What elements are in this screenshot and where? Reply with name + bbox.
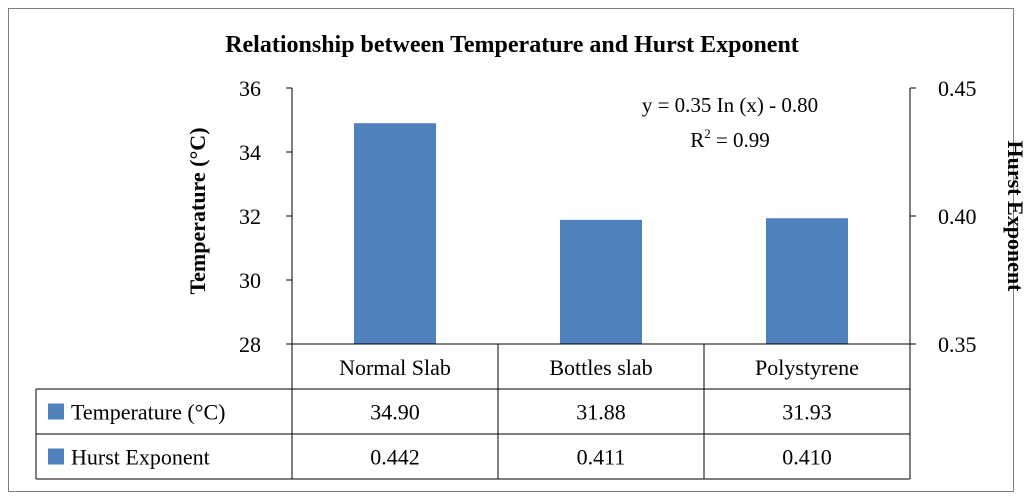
r-squared-value: = 0.99 bbox=[711, 128, 770, 152]
r-squared-prefix: R bbox=[690, 128, 704, 152]
bar-2 bbox=[560, 219, 642, 344]
table-value-2-2: 0.411 bbox=[577, 445, 626, 470]
table-value-2-3: 0.410 bbox=[782, 445, 832, 470]
y-tick-label-3: 32 bbox=[239, 204, 261, 229]
bar-1 bbox=[354, 123, 436, 344]
table-value-1-3: 31.93 bbox=[782, 400, 832, 425]
legend-key-1 bbox=[48, 403, 64, 420]
r-squared: R2 = 0.99 bbox=[690, 126, 770, 152]
chart-frame bbox=[8, 8, 1014, 492]
y2-axis-title: Hurst Exponent bbox=[1003, 141, 1024, 293]
equation-annotation: y = 0.35 In (x) - 0.80 R2 = 0.99 bbox=[642, 93, 818, 152]
y2-tick-label-2: 0.40 bbox=[938, 204, 977, 229]
bar-3 bbox=[766, 218, 848, 344]
y-tick-label-5: 36 bbox=[239, 76, 261, 101]
table-value-1-1: 34.90 bbox=[370, 400, 420, 425]
legend-key-2 bbox=[48, 448, 64, 465]
category-label-1: Normal Slab bbox=[339, 355, 451, 380]
category-label-2: Bottles slab bbox=[549, 355, 652, 380]
table-value-1-2: 31.88 bbox=[576, 400, 626, 425]
r-squared-sup: 2 bbox=[704, 126, 711, 141]
category-label-3: Polystyrene bbox=[755, 355, 859, 380]
y2-tick-label-3: 0.45 bbox=[938, 76, 977, 101]
y-tick-label-2: 30 bbox=[239, 268, 261, 293]
plot-area: 28 30 32 34 36 0.35 0.40 0.45 Normal Slab Bottles… bbox=[35, 76, 977, 480]
table-value-2-1: 0.442 bbox=[370, 445, 420, 470]
y2-tick-label-1: 0.35 bbox=[938, 332, 977, 357]
legend-label-1: Temperature (°C) bbox=[71, 400, 225, 425]
legend-label-2: Hurst Exponent bbox=[71, 445, 210, 470]
y-tick-label-1: 28 bbox=[239, 332, 261, 357]
chart-title: Relationship between Temperature and Hur… bbox=[225, 32, 799, 58]
y-axis-title: Temperature (°C) bbox=[185, 127, 210, 294]
y-tick-label-4: 34 bbox=[239, 140, 261, 165]
trend-equation: y = 0.35 In (x) - 0.80 bbox=[642, 93, 818, 117]
